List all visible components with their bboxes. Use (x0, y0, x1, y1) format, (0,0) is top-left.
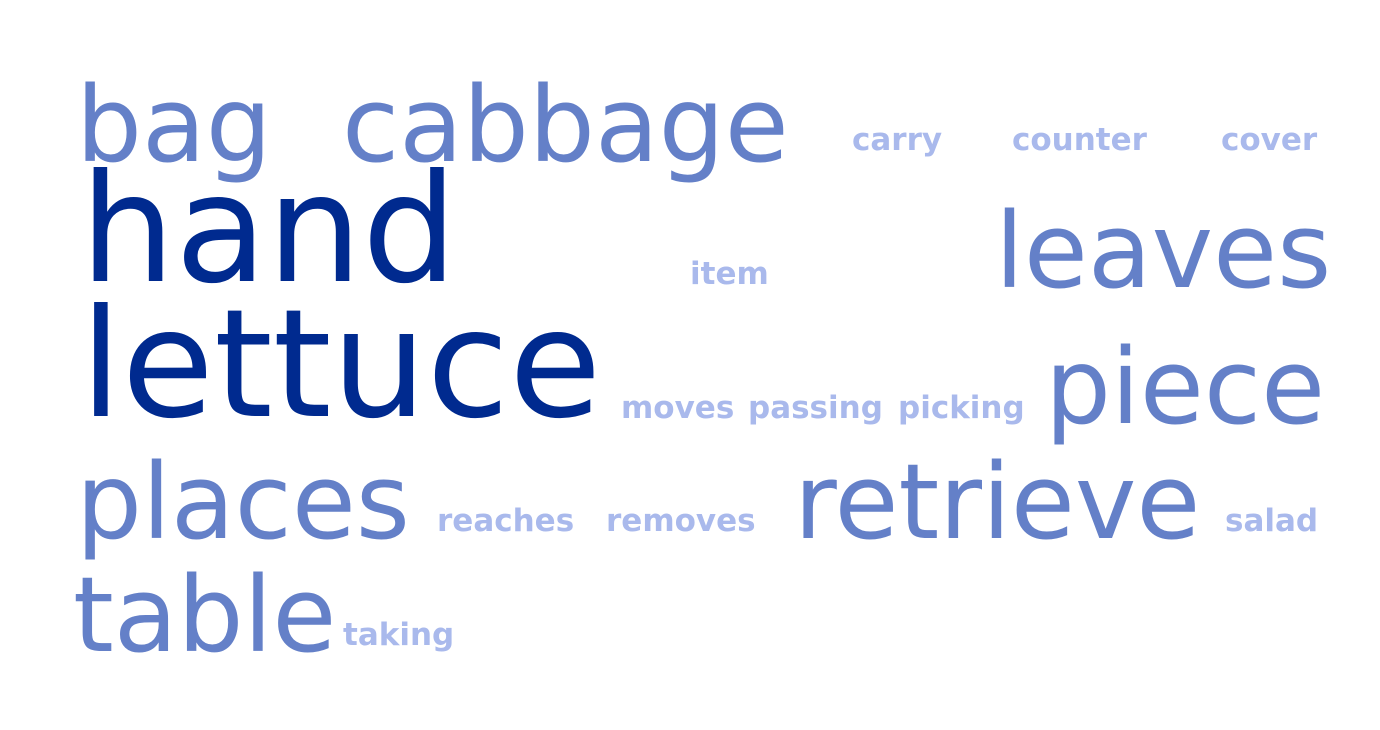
word-picking: picking (898, 390, 1025, 426)
word-carry: carry (852, 122, 943, 158)
word-cover: cover (1221, 122, 1318, 158)
word-moves: moves (621, 390, 735, 426)
word-retrieve: retrieve (794, 441, 1201, 563)
word-piece: piece (1045, 326, 1326, 448)
word-cabbage: cabbage (342, 64, 789, 186)
word-taking: taking (343, 617, 455, 653)
word-table: table (73, 554, 337, 676)
word-counter: counter (1012, 122, 1147, 158)
word-item: item (690, 256, 769, 292)
word-leaves: leaves (995, 190, 1332, 312)
word-bag: bag (76, 64, 272, 186)
word-reaches: reaches (437, 503, 575, 539)
word-places: places (76, 441, 410, 563)
word-salad: salad (1225, 503, 1319, 539)
word-lettuce: lettuce (80, 278, 602, 452)
word-hand: hand (80, 143, 458, 317)
word-removes: removes (606, 503, 756, 539)
word-passing: passing (748, 390, 883, 426)
